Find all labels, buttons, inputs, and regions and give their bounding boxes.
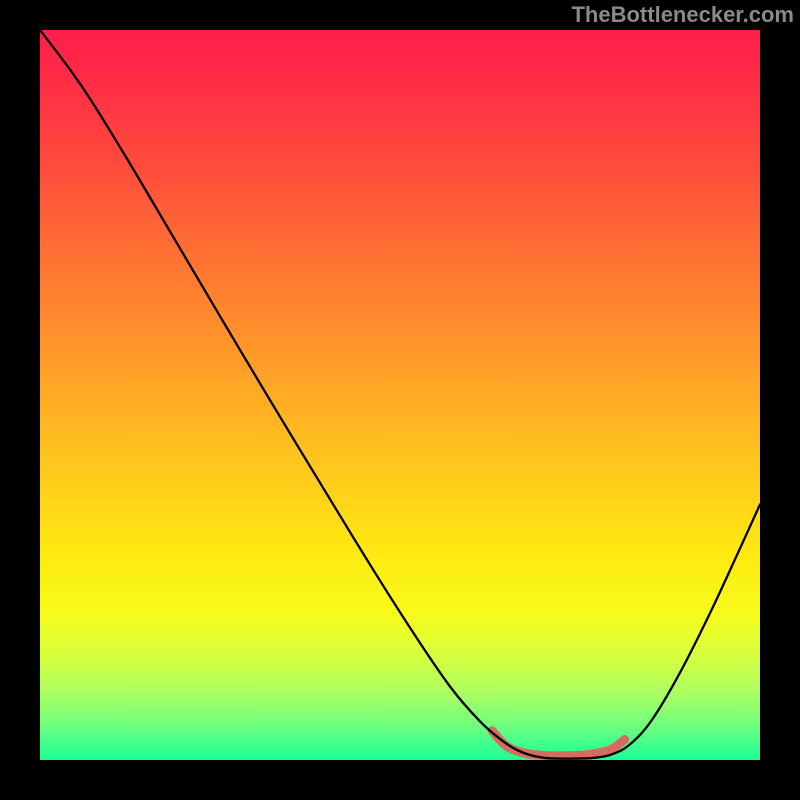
gradient-background — [40, 30, 760, 760]
chart-container: { "watermark": { "text": "TheBottlenecke… — [0, 0, 800, 800]
bottleneck-chart — [0, 0, 800, 800]
watermark-text: TheBottlenecker.com — [571, 2, 794, 28]
